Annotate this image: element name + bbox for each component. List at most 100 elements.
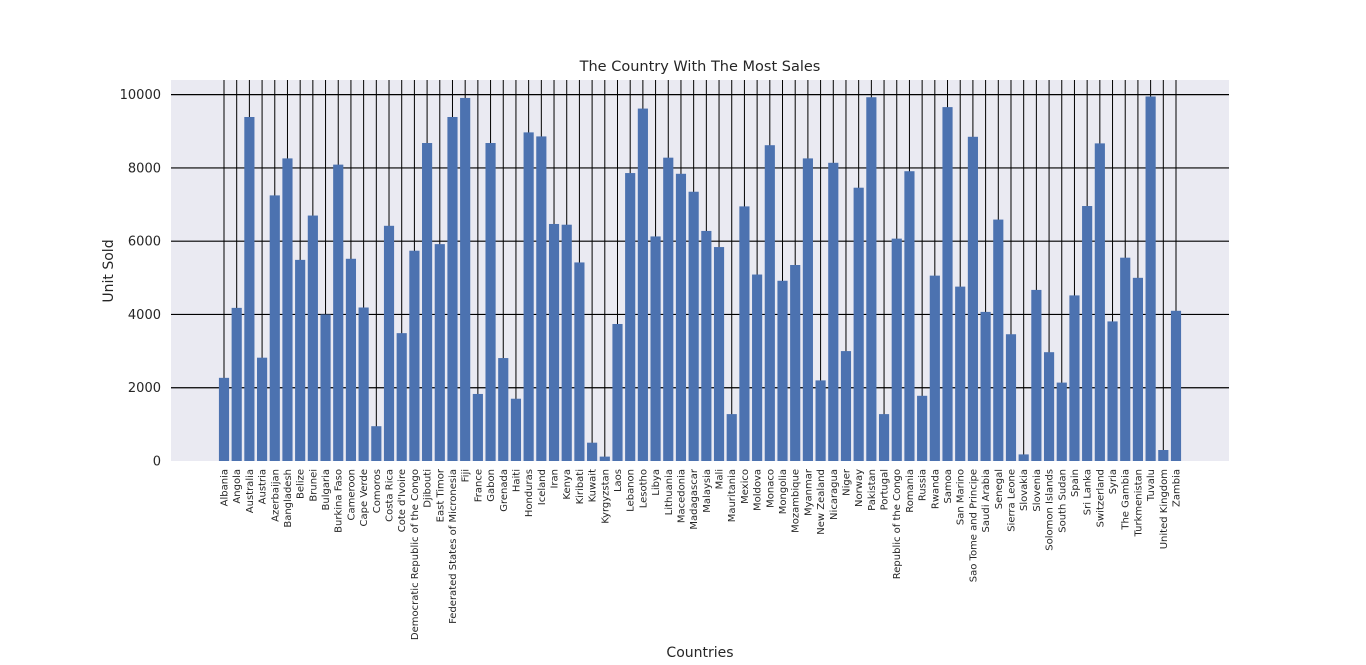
x-tick-label: Lebanon <box>626 469 637 512</box>
bar <box>790 265 801 461</box>
x-tick-label: United Kingdom <box>1159 469 1170 549</box>
bar <box>713 247 725 461</box>
x-tick-label: Solomon Islands <box>1045 469 1056 551</box>
bar <box>980 311 991 461</box>
bar <box>1094 143 1105 462</box>
bar <box>1107 321 1118 461</box>
bar <box>612 323 623 461</box>
x-tick-label: Malaysia <box>702 469 713 513</box>
bar <box>548 223 560 461</box>
x-tick-label: Moldova <box>753 469 764 511</box>
bar <box>815 380 826 461</box>
x-tick-label: Lesotho <box>638 469 649 508</box>
x-tick-label: Comoros <box>372 469 383 513</box>
x-tick-label: Sao Tome and Principe <box>968 469 979 582</box>
x-tick-label: Sri Lanka <box>1083 469 1094 515</box>
bar <box>345 258 357 461</box>
bar <box>358 307 369 461</box>
bar <box>942 107 953 461</box>
x-tick-label: The Gambia <box>1121 469 1132 531</box>
x-tick-label: Cameroon <box>346 469 357 520</box>
bar <box>853 187 864 462</box>
x-tick-label: Albania <box>220 469 231 506</box>
y-tick-label: 10000 <box>120 88 161 103</box>
bar <box>1145 96 1156 461</box>
bar <box>1132 277 1143 461</box>
y-tick-label: 4000 <box>128 308 161 323</box>
bar <box>739 206 750 461</box>
bar <box>752 274 763 461</box>
bar <box>1170 310 1182 461</box>
x-tick-label: Republic of the Congo <box>892 469 903 579</box>
x-tick-label: Senegal <box>994 469 1005 509</box>
x-tick-label: Cote d'Ivoire <box>397 469 408 532</box>
x-tick-label: Austria <box>258 469 269 504</box>
y-tick-label: 0 <box>153 455 161 470</box>
x-tick-label: Myanmar <box>803 468 814 516</box>
bar <box>218 377 230 461</box>
bar <box>231 307 242 461</box>
bar <box>295 259 306 461</box>
bar <box>955 286 966 461</box>
x-tick-label: Belize <box>296 469 307 499</box>
x-tick-label: Cape Verde <box>359 469 370 526</box>
bar <box>320 314 331 461</box>
x-tick-label: Syria <box>1108 469 1119 494</box>
x-tick-label: Zambia <box>1172 469 1183 507</box>
bar <box>967 136 978 461</box>
x-tick-label: Madagascar <box>689 468 700 530</box>
bar <box>1043 352 1055 461</box>
x-tick-label: Kiribati <box>575 469 586 504</box>
x-tick-labels: Albania Angola Australia Austria Azerbaijan B… <box>220 468 1183 640</box>
x-tick-label: Portugal <box>880 469 891 510</box>
x-tick-label: Australia <box>245 469 256 513</box>
x-tick-label: Mexico <box>740 469 751 504</box>
x-tick-label: Turkmenistan <box>1133 469 1144 537</box>
bar <box>510 398 522 461</box>
bar <box>523 132 534 461</box>
bar <box>371 426 382 461</box>
bar <box>257 357 268 461</box>
bar <box>472 393 483 461</box>
bar <box>917 395 928 461</box>
bar <box>434 244 445 461</box>
chart-title: The Country With The Most Sales <box>579 59 821 75</box>
x-tick-label: Grenada <box>499 469 510 512</box>
x-tick-label: Lithuania <box>664 469 675 515</box>
bar <box>587 442 598 461</box>
bar <box>878 414 890 461</box>
bar <box>1069 295 1080 461</box>
x-tick-label: Gabon <box>486 469 497 502</box>
bar <box>688 191 699 461</box>
bar <box>1018 454 1029 461</box>
x-tick-label: Kuwait <box>588 469 599 502</box>
bar <box>764 145 775 462</box>
bar <box>485 143 496 461</box>
x-tick-label: Libya <box>651 469 662 496</box>
bar <box>307 215 318 461</box>
x-tick-label: Macedonia <box>676 469 687 523</box>
x-tick-label: Iran <box>550 469 561 489</box>
bar <box>1031 289 1042 461</box>
x-tick-label: South Sudan <box>1057 469 1068 533</box>
bar <box>1120 257 1131 461</box>
x-tick-label: Nicaragua <box>829 469 840 520</box>
bar <box>244 117 255 461</box>
bar <box>282 158 293 461</box>
x-tick-label: France <box>473 469 484 502</box>
bar <box>701 230 712 461</box>
x-tick-label: Azerbaijan <box>270 469 281 522</box>
x-tick-label: Haiti <box>511 469 522 492</box>
bar <box>904 171 915 461</box>
x-tick-label: Sierra Leone <box>1006 469 1017 532</box>
bar <box>637 108 648 461</box>
bar <box>536 136 547 462</box>
bar <box>1082 206 1093 461</box>
x-tick-label: Norway <box>854 469 865 507</box>
bar <box>1158 450 1169 461</box>
bar <box>777 280 788 461</box>
x-tick-label: Burkina Faso <box>334 469 345 533</box>
bar <box>498 358 509 461</box>
x-tick-label: Slovenia <box>1032 469 1043 512</box>
x-tick-label: Saudi Arabia <box>981 469 992 532</box>
